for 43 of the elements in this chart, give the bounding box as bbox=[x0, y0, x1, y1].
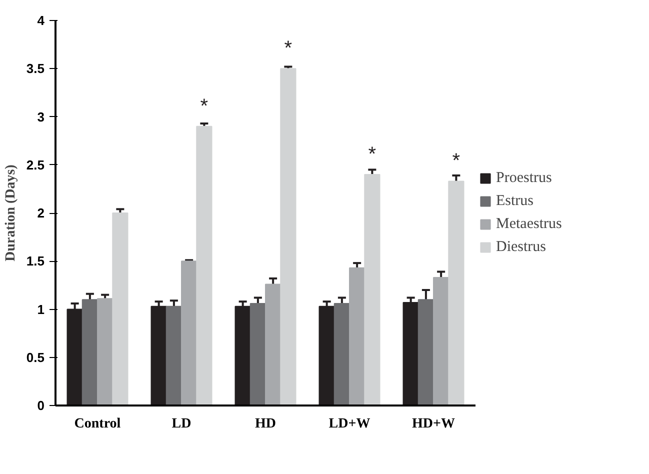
bar bbox=[97, 298, 114, 406]
x-tick-label: LD+W bbox=[328, 416, 370, 432]
legend-label: Diestrus bbox=[496, 238, 546, 256]
data-label: * bbox=[368, 144, 376, 166]
y-tick-label: 2 bbox=[37, 206, 45, 220]
bar bbox=[448, 180, 464, 406]
y-tick-label: 1.5 bbox=[26, 254, 45, 269]
bar bbox=[280, 68, 296, 406]
bar bbox=[196, 126, 212, 406]
bar bbox=[418, 299, 434, 406]
bar bbox=[112, 212, 128, 406]
bar bbox=[318, 306, 335, 406]
y-tick-label: 2.5 bbox=[26, 157, 45, 172]
bar bbox=[334, 302, 350, 406]
y-tick-label: 1 bbox=[37, 302, 45, 317]
x-tick-label: HD bbox=[255, 416, 276, 432]
y-tick-label: 3.5 bbox=[26, 61, 45, 76]
bar bbox=[82, 299, 98, 406]
y-tick-label: 4 bbox=[37, 13, 46, 28]
bar bbox=[433, 276, 450, 406]
y-tick-label: 3 bbox=[37, 109, 45, 124]
bar bbox=[402, 302, 419, 406]
y-tick-label: 0.5 bbox=[26, 350, 45, 365]
legend-label: Metaestrus bbox=[496, 216, 562, 232]
bar bbox=[265, 284, 282, 406]
bar bbox=[234, 306, 251, 406]
y-axis-title: Duration (Days) bbox=[3, 164, 18, 262]
bar bbox=[250, 302, 266, 406]
data-label: * bbox=[200, 95, 208, 118]
bar bbox=[150, 306, 167, 406]
legend-label: Estrus bbox=[496, 192, 534, 210]
legend-label: Proestrus bbox=[496, 170, 552, 186]
bar bbox=[66, 308, 83, 406]
bar bbox=[364, 174, 380, 406]
bar bbox=[349, 267, 366, 406]
x-tick-label: Control bbox=[74, 416, 121, 432]
x-tick-label: HD+W bbox=[412, 416, 455, 432]
data-label: * bbox=[284, 38, 292, 60]
x-tick-label: LD bbox=[172, 416, 192, 432]
y-tick-label: 0 bbox=[37, 398, 45, 413]
data-label: * bbox=[452, 150, 460, 172]
bar bbox=[166, 306, 182, 406]
bar bbox=[181, 260, 198, 406]
